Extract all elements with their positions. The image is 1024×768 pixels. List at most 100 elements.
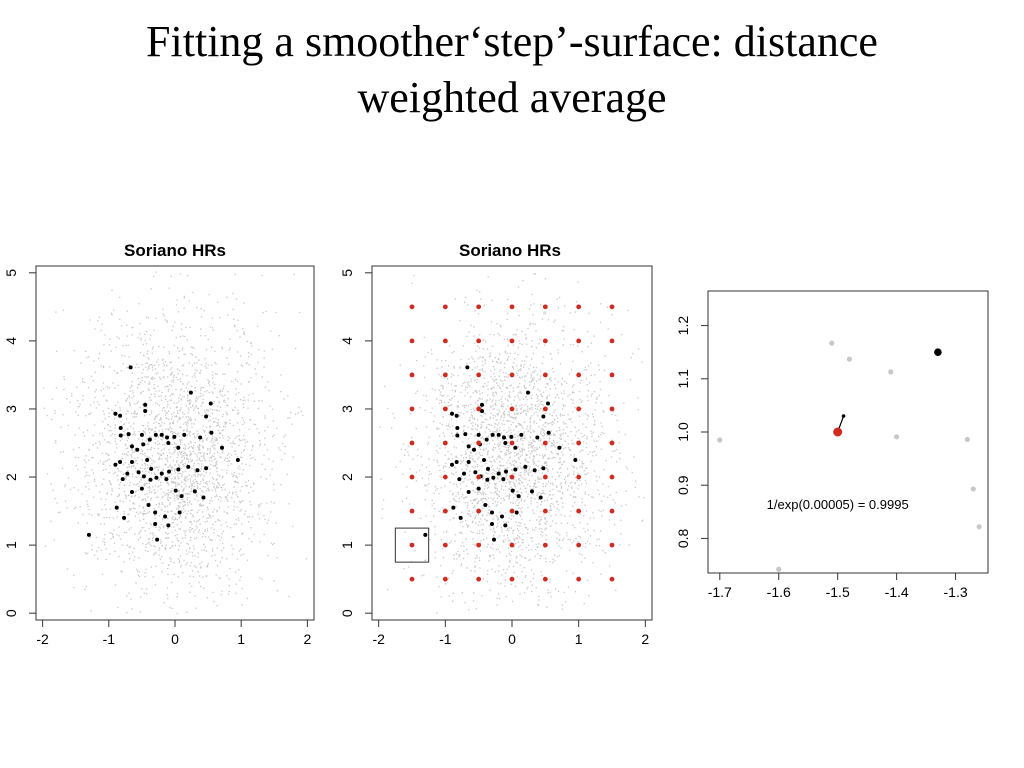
background-point	[164, 510, 166, 512]
background-point	[540, 304, 542, 306]
background-point	[545, 467, 547, 470]
background-point	[191, 405, 194, 407]
background-point	[214, 373, 217, 375]
background-point	[504, 366, 506, 369]
background-point	[434, 525, 436, 528]
background-point	[84, 588, 86, 591]
background-point	[133, 483, 135, 486]
background-point	[184, 537, 186, 539]
background-point	[142, 390, 144, 393]
background-point	[527, 461, 530, 463]
background-point	[554, 409, 556, 411]
background-point	[206, 483, 209, 485]
background-point	[546, 398, 548, 400]
background-point	[156, 466, 158, 469]
background-point	[201, 473, 203, 476]
background-point	[187, 422, 189, 424]
background-point	[136, 511, 138, 513]
background-point	[250, 449, 253, 451]
background-point	[193, 537, 196, 540]
background-point	[586, 418, 588, 420]
background-point	[467, 525, 469, 527]
background-point	[438, 510, 440, 512]
background-point	[529, 485, 531, 488]
background-point	[126, 310, 128, 312]
background-point	[441, 385, 443, 387]
background-point	[427, 442, 430, 444]
background-point	[193, 482, 195, 484]
background-point	[457, 405, 460, 407]
background-point	[547, 383, 549, 385]
background-point	[533, 412, 535, 415]
background-point	[530, 381, 532, 383]
background-point	[439, 394, 442, 396]
background-point	[108, 430, 110, 432]
background-point	[194, 372, 196, 374]
background-point	[482, 497, 484, 499]
background-point	[544, 455, 546, 457]
background-point	[180, 399, 183, 401]
background-point	[536, 380, 538, 382]
background-point	[123, 484, 125, 487]
background-point	[463, 497, 465, 499]
background-point	[544, 485, 547, 487]
background-point	[499, 461, 501, 463]
background-point	[189, 591, 191, 593]
background-point	[462, 405, 464, 407]
background-point	[226, 413, 228, 416]
background-point	[141, 363, 143, 366]
background-point	[487, 435, 490, 437]
background-point	[186, 390, 189, 393]
background-point	[611, 413, 613, 416]
background-point	[233, 486, 235, 488]
background-point	[521, 330, 523, 333]
background-point	[536, 397, 539, 400]
background-point	[199, 335, 202, 337]
background-point	[506, 537, 509, 539]
background-point	[564, 305, 566, 307]
background-point	[510, 583, 512, 586]
background-point	[128, 520, 130, 522]
background-point	[176, 406, 178, 408]
background-point	[88, 488, 90, 490]
background-point	[567, 447, 570, 449]
background-point	[578, 429, 580, 432]
background-point	[158, 503, 161, 505]
background-point	[155, 373, 157, 375]
background-point	[456, 456, 458, 459]
background-point	[525, 395, 528, 398]
background-point	[200, 452, 202, 454]
background-point	[181, 450, 183, 453]
background-point	[176, 402, 178, 404]
background-point	[600, 510, 602, 513]
background-point	[202, 394, 204, 396]
background-point	[172, 422, 175, 424]
background-point	[239, 398, 242, 401]
background-point	[533, 455, 536, 458]
background-point	[242, 439, 244, 441]
background-point	[550, 509, 552, 512]
sample-point	[165, 435, 170, 440]
background-point	[540, 467, 542, 469]
background-point	[538, 478, 540, 481]
background-point	[471, 428, 473, 430]
background-point	[452, 517, 454, 520]
background-point	[164, 505, 166, 507]
background-point	[154, 402, 157, 404]
background-point	[526, 408, 529, 410]
background-point	[236, 422, 239, 424]
background-point	[111, 489, 113, 492]
background-point	[537, 476, 539, 478]
background-point	[431, 504, 433, 507]
background-point	[433, 507, 436, 510]
sample-point	[153, 510, 158, 515]
background-point	[263, 454, 265, 457]
background-point	[273, 580, 275, 582]
background-point	[251, 446, 254, 448]
background-point	[428, 436, 430, 439]
background-point	[478, 397, 480, 400]
background-point	[221, 429, 223, 432]
background-point	[210, 441, 212, 443]
background-point	[193, 485, 195, 487]
background-point	[189, 406, 192, 408]
